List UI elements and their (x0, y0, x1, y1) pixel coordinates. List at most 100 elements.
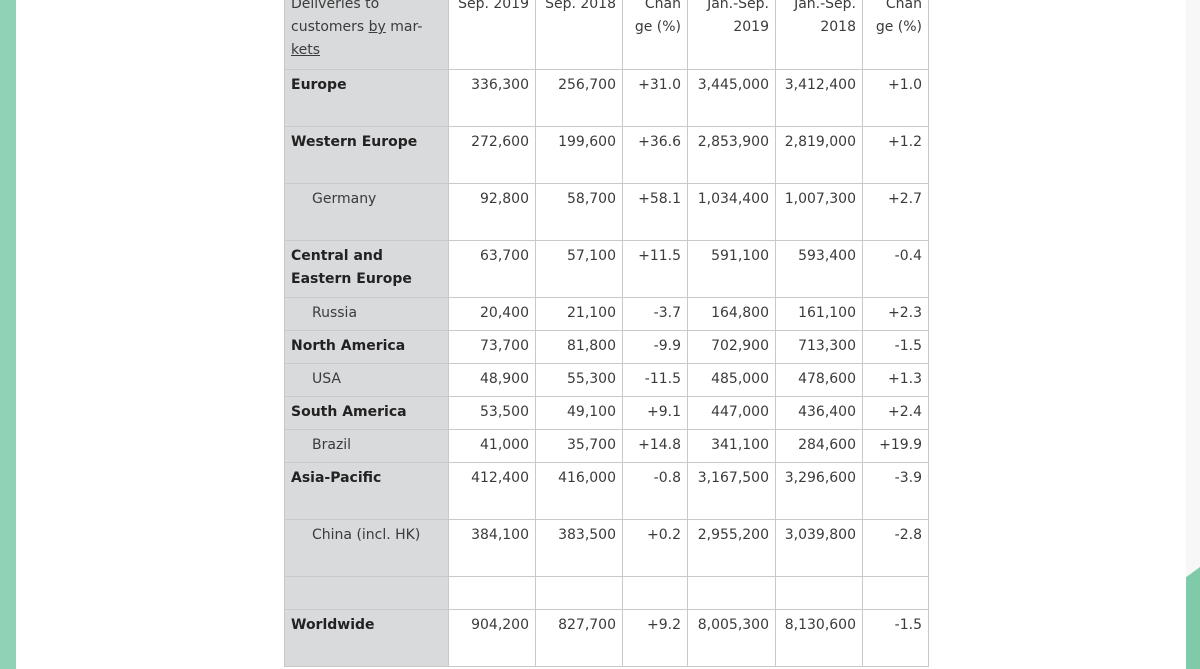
row-label: Europe (284, 69, 449, 127)
table-header-row: Deliveries to customers by mar- kets Sep… (284, 0, 929, 70)
cell-sep-2018: 256,700 (535, 69, 623, 127)
table-row: South America 53,500 49,100 +9.1 447,000… (284, 396, 929, 430)
cell-jan-sep-2018: 2,819,000 (775, 126, 863, 184)
cell-sep-2018: 383,500 (535, 519, 623, 577)
cell-change-month: +11.5 (622, 240, 688, 298)
cell-sep-2018: 58,700 (535, 183, 623, 241)
table-row: Asia-Pacific 412,400 416,000 -0.8 3,167,… (284, 462, 929, 520)
cell-sep-2019: 63,700 (448, 240, 536, 298)
cell-jan-sep-2019: 702,900 (687, 330, 776, 364)
empty-cell (775, 576, 863, 610)
row-label: China (incl. HK) (284, 519, 449, 577)
cell-change-ytd: +19.9 (862, 429, 929, 463)
cell-jan-sep-2019: 8,005,300 (687, 609, 776, 667)
cell-sep-2019: 48,900 (448, 363, 536, 397)
cell-sep-2018: 57,100 (535, 240, 623, 298)
cell-jan-sep-2019: 2,955,200 (687, 519, 776, 577)
header-jan-sep-2018: Jan.-Sep. 2018 (775, 0, 863, 70)
cell-change-month: -9.9 (622, 330, 688, 364)
header-change-month: Chan ge (%) (622, 0, 688, 70)
cell-change-ytd: +1.3 (862, 363, 929, 397)
cell-sep-2019: 272,600 (448, 126, 536, 184)
cell-change-month: +0.2 (622, 519, 688, 577)
row-label: Western Europe (284, 126, 449, 184)
cell-change-ytd: +1.2 (862, 126, 929, 184)
cell-change-ytd: +2.4 (862, 396, 929, 430)
cell-change-month: +9.1 (622, 396, 688, 430)
row-label: Germany (284, 183, 449, 241)
table-row: Russia 20,400 21,100 -3.7 164,800 161,10… (284, 297, 929, 331)
cell-sep-2019: 41,000 (448, 429, 536, 463)
cell-change-month: +14.8 (622, 429, 688, 463)
header-sep-2018: Sep. 2018 (535, 0, 623, 70)
cell-sep-2018: 416,000 (535, 462, 623, 520)
cell-jan-sep-2018: 3,296,600 (775, 462, 863, 520)
row-label: North America (284, 330, 449, 364)
cell-jan-sep-2018: 3,412,400 (775, 69, 863, 127)
cell-jan-sep-2018: 478,600 (775, 363, 863, 397)
cell-sep-2018: 21,100 (535, 297, 623, 331)
row-label: South America (284, 396, 449, 430)
cell-change-month: -11.5 (622, 363, 688, 397)
cell-sep-2018: 199,600 (535, 126, 623, 184)
table-row: USA 48,900 55,300 -11.5 485,000 478,600 … (284, 363, 929, 397)
cell-jan-sep-2019: 447,000 (687, 396, 776, 430)
empty-cell (687, 576, 776, 610)
cell-change-ytd: -1.5 (862, 609, 929, 667)
cell-jan-sep-2018: 3,039,800 (775, 519, 863, 577)
row-label: Worldwide (284, 609, 449, 667)
cell-change-month: +31.0 (622, 69, 688, 127)
deliveries-table: Deliveries to customers by mar- kets Sep… (284, 0, 929, 667)
table-row: Western Europe 272,600 199,600 +36.6 2,8… (284, 126, 929, 184)
cell-jan-sep-2018: 593,400 (775, 240, 863, 298)
table-row: Brazil 41,000 35,700 +14.8 341,100 284,6… (284, 429, 929, 463)
cell-sep-2019: 412,400 (448, 462, 536, 520)
document-card: Deliveries to customers by mar- kets Sep… (16, 0, 1186, 669)
header-markets: Deliveries to customers by mar- kets (284, 0, 449, 70)
cell-jan-sep-2019: 3,445,000 (687, 69, 776, 127)
cell-jan-sep-2018: 1,007,300 (775, 183, 863, 241)
table-row: Worldwide 904,200 827,700 +9.2 8,005,300… (284, 609, 929, 667)
cell-jan-sep-2019: 485,000 (687, 363, 776, 397)
cell-sep-2018: 827,700 (535, 609, 623, 667)
row-label: Central and Eastern Europe (284, 240, 449, 298)
cell-jan-sep-2019: 3,167,500 (687, 462, 776, 520)
cell-sep-2019: 20,400 (448, 297, 536, 331)
cell-jan-sep-2019: 591,100 (687, 240, 776, 298)
header-markets-line2a: customers (291, 19, 369, 35)
header-markets-line1: Deliveries to (291, 0, 380, 12)
cell-sep-2019: 92,800 (448, 183, 536, 241)
corner-accent-shape (1186, 567, 1200, 669)
table-row: China (incl. HK) 384,100 383,500 +0.2 2,… (284, 519, 929, 577)
cell-sep-2019: 336,300 (448, 69, 536, 127)
left-accent-bar (0, 0, 16, 669)
cell-jan-sep-2018: 8,130,600 (775, 609, 863, 667)
empty-cell (622, 576, 688, 610)
cell-sep-2019: 73,700 (448, 330, 536, 364)
cell-jan-sep-2018: 713,300 (775, 330, 863, 364)
cell-change-ytd: +2.7 (862, 183, 929, 241)
cell-jan-sep-2019: 1,034,400 (687, 183, 776, 241)
cell-jan-sep-2018: 161,100 (775, 297, 863, 331)
cell-sep-2019: 904,200 (448, 609, 536, 667)
cell-change-ytd: +1.0 (862, 69, 929, 127)
cell-sep-2018: 55,300 (535, 363, 623, 397)
cell-sep-2018: 49,100 (535, 396, 623, 430)
table-row: Germany 92,800 58,700 +58.1 1,034,400 1,… (284, 183, 929, 241)
cell-change-ytd: +2.3 (862, 297, 929, 331)
row-label: Brazil (284, 429, 449, 463)
header-jan-sep-2019: Jan.-Sep. 2019 (687, 0, 776, 70)
row-label: Russia (284, 297, 449, 331)
cell-change-ytd: -2.8 (862, 519, 929, 577)
cell-change-ytd: -0.4 (862, 240, 929, 298)
table-row: Europe 336,300 256,700 +31.0 3,445,000 3… (284, 69, 929, 127)
cell-sep-2019: 384,100 (448, 519, 536, 577)
cell-change-month: +36.6 (622, 126, 688, 184)
table-row: North America 73,700 81,800 -9.9 702,900… (284, 330, 929, 364)
cell-change-month: -3.7 (622, 297, 688, 331)
cell-sep-2018: 35,700 (535, 429, 623, 463)
table-spacer-row (284, 576, 929, 610)
header-sep-2019: Sep. 2019 (448, 0, 536, 70)
empty-cell (448, 576, 536, 610)
cell-sep-2018: 81,800 (535, 330, 623, 364)
